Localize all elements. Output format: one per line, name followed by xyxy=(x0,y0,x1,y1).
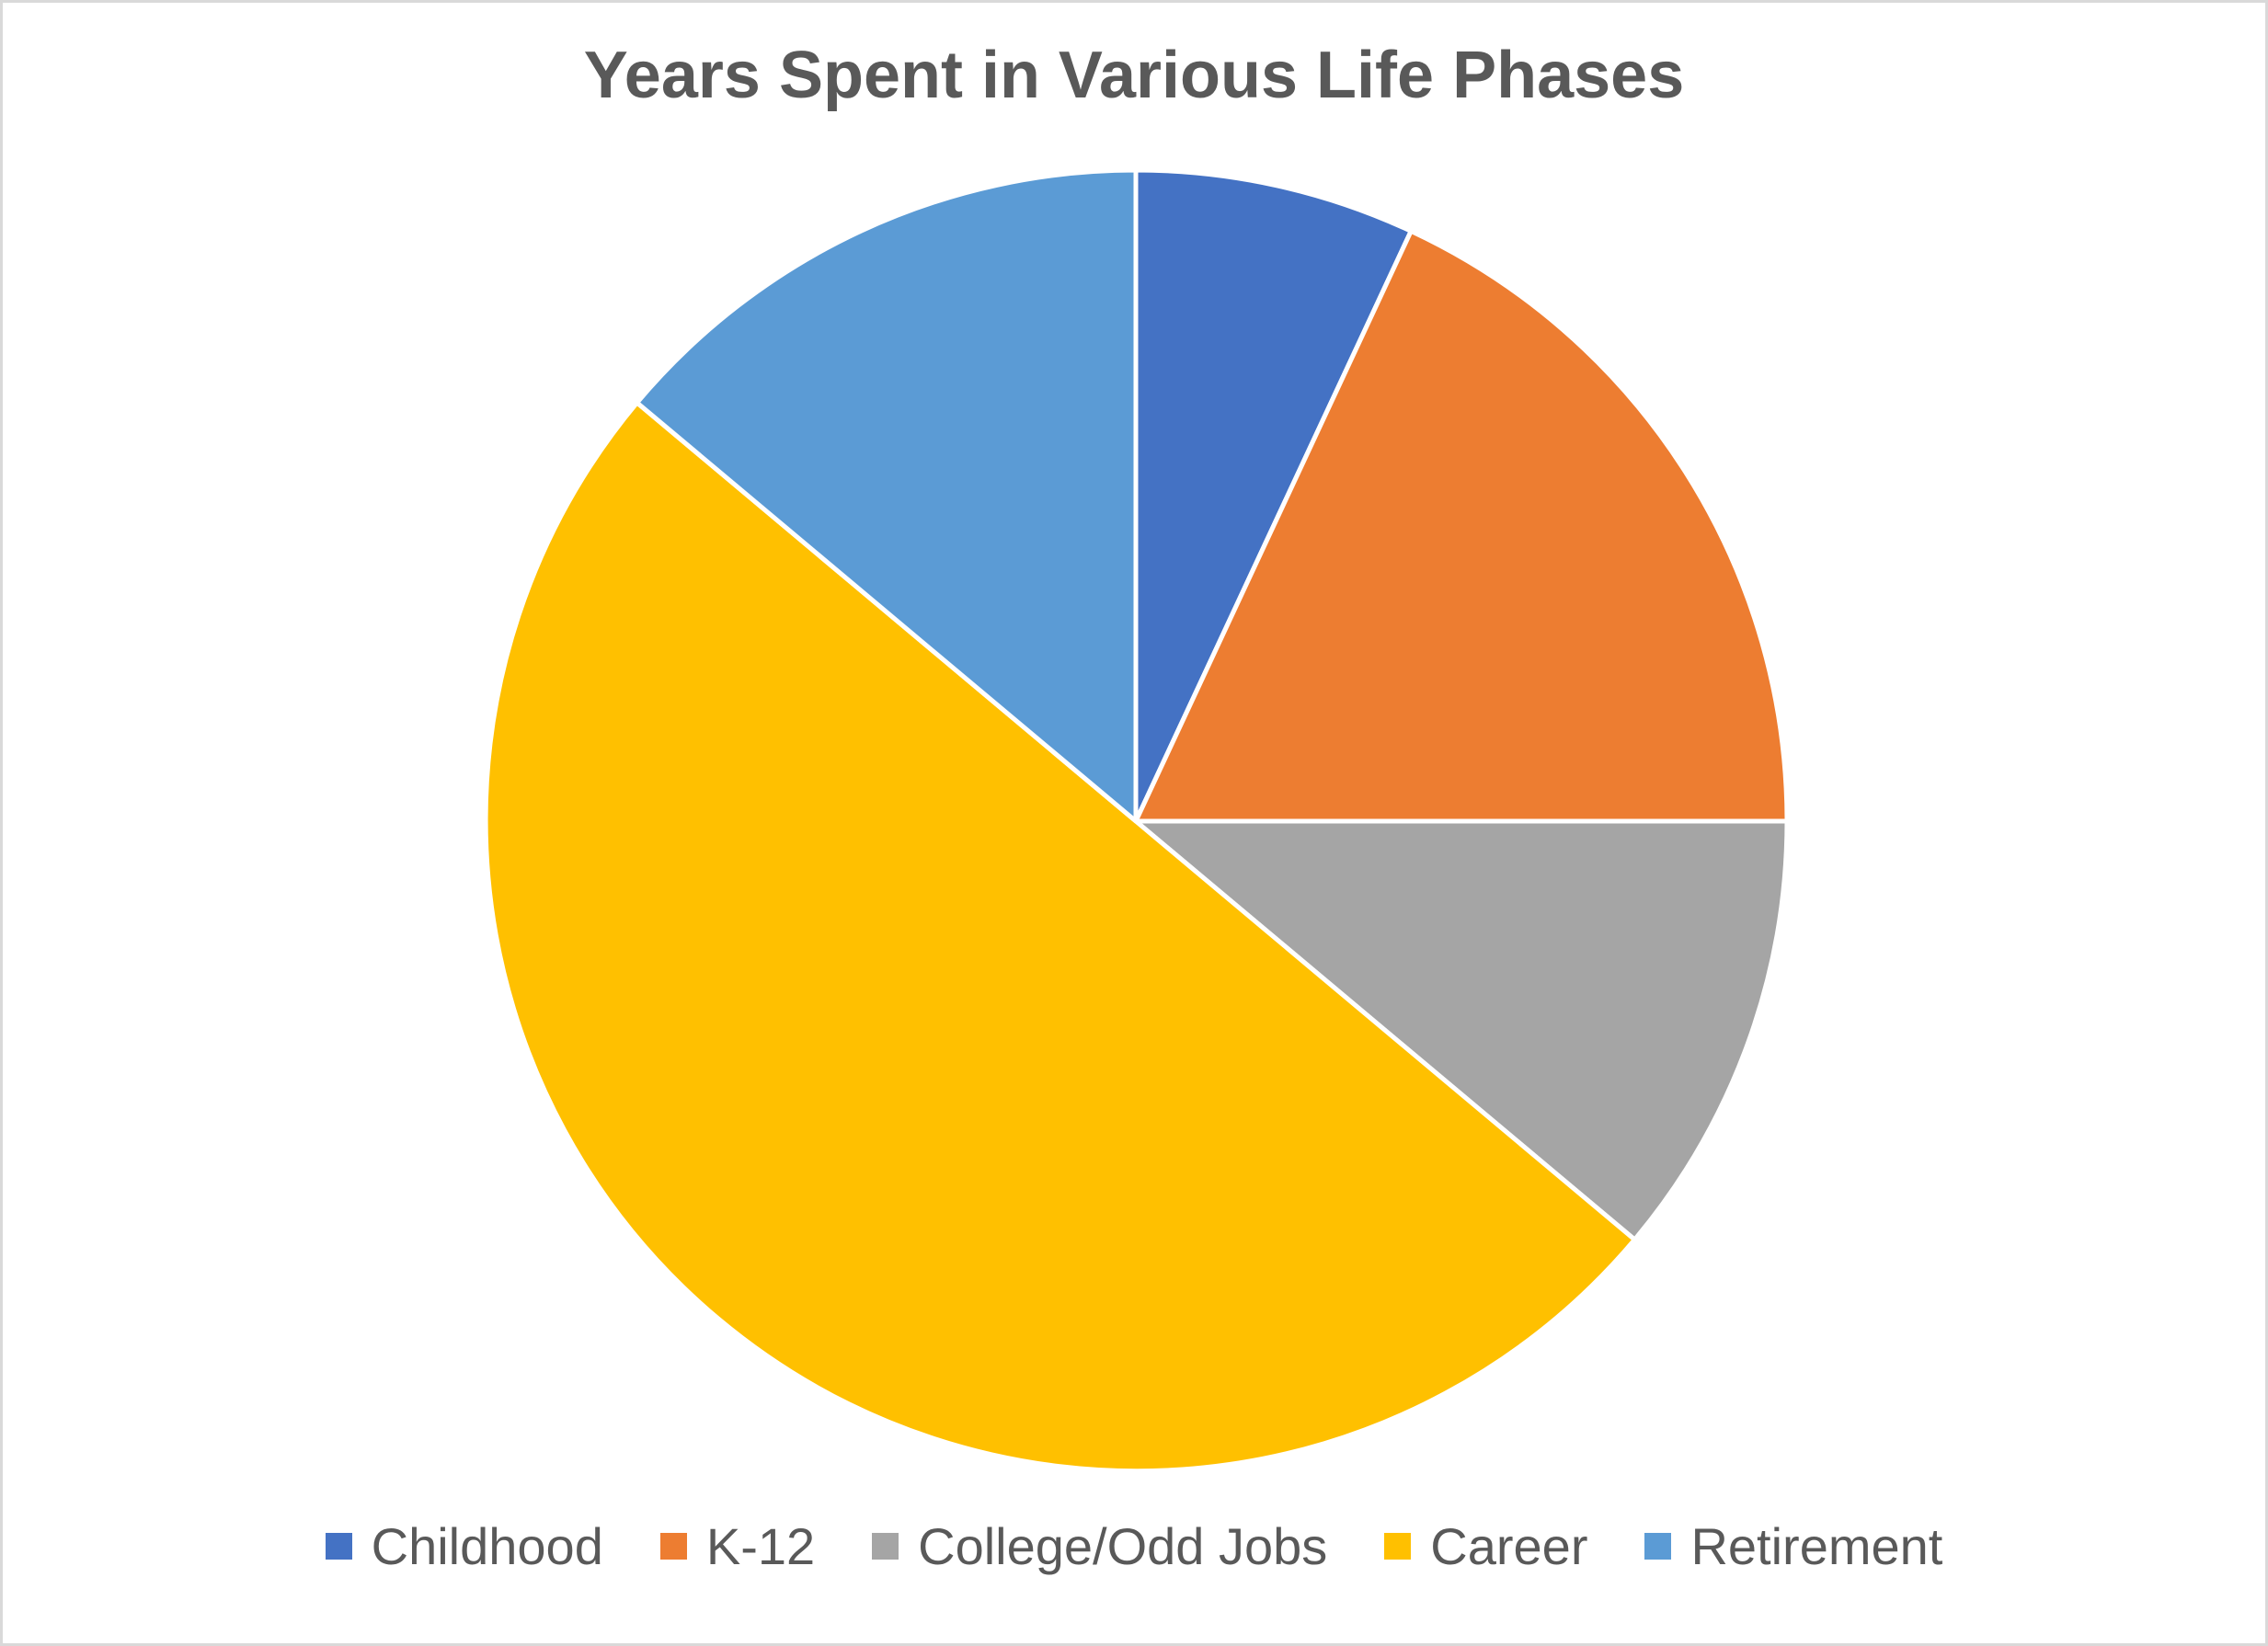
pie-slice-childhood xyxy=(1133,167,1414,824)
legend-label: Career xyxy=(1430,1517,1588,1575)
legend-swatch-icon xyxy=(1644,1533,1672,1560)
pie-slice-college-odd-jobs xyxy=(1133,818,1790,1242)
legend-swatch-icon xyxy=(325,1533,352,1560)
legend-label: College/Odd Jobs xyxy=(918,1517,1328,1575)
legend-swatch-icon xyxy=(1384,1533,1412,1560)
legend-item-college-odd-jobs: College/Odd Jobs xyxy=(872,1515,1327,1577)
pie-slice-k-12 xyxy=(1133,228,1790,824)
legend-item-k-12: K-12 xyxy=(659,1515,816,1577)
pie-slice-career xyxy=(483,400,1637,1474)
pie-slice-retirement xyxy=(635,167,1139,824)
chart-title: Years Spent in Various Life Phases xyxy=(583,39,1685,112)
legend-swatch-icon xyxy=(659,1533,687,1560)
legend-label: K-12 xyxy=(705,1517,816,1575)
legend-label: Childhood xyxy=(371,1517,603,1575)
legend-item-childhood: Childhood xyxy=(325,1515,603,1577)
legend-item-career: Career xyxy=(1384,1515,1587,1577)
legend-swatch-icon xyxy=(872,1533,899,1560)
pie-chart xyxy=(483,167,1790,1474)
legend-label: Retirement xyxy=(1690,1517,1943,1575)
legend-item-retirement: Retirement xyxy=(1644,1515,1942,1577)
chart-legend: Childhood K-12 College/Odd Jobs Career Retir… xyxy=(3,1515,2265,1577)
